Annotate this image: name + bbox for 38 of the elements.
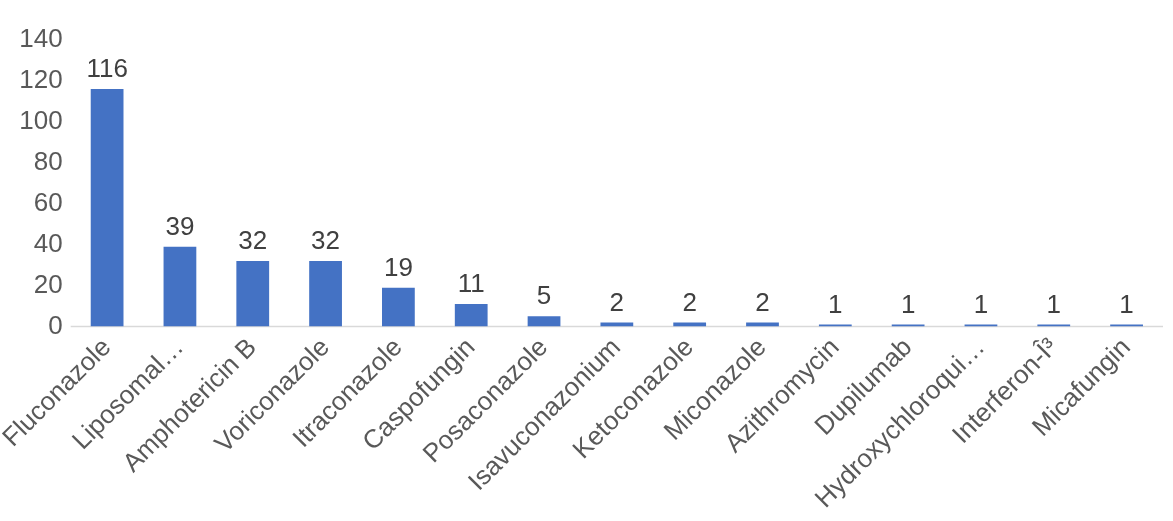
bar: [1110, 324, 1143, 327]
bar: [90, 89, 124, 327]
y-tick-label: 0: [48, 309, 63, 340]
y-tick-label: 120: [19, 64, 63, 95]
y-tick-label: 140: [19, 23, 63, 54]
bar: [527, 316, 561, 327]
y-tick-label: 100: [19, 105, 63, 136]
bar: [600, 322, 634, 327]
bar: [382, 287, 415, 327]
data-label: 2: [609, 286, 625, 317]
data-label: 116: [86, 53, 128, 84]
data-label: 32: [238, 225, 268, 256]
y-tick-label: 80: [33, 145, 63, 176]
data-label: 2: [682, 286, 697, 317]
bar: [673, 322, 707, 327]
bar: [818, 324, 852, 327]
bar: [454, 304, 488, 327]
data-label: 1: [973, 288, 989, 319]
y-tick-label: 60: [33, 186, 63, 217]
bar: [309, 261, 342, 327]
data-label: 2: [755, 286, 770, 317]
data-label: 39: [165, 210, 195, 241]
data-label: 11: [457, 268, 485, 299]
bar: [163, 246, 197, 327]
bar: [891, 324, 925, 327]
bar: [1037, 324, 1071, 327]
data-label: 19: [383, 251, 413, 282]
bar: [236, 261, 270, 327]
data-label: 1: [1046, 288, 1061, 319]
data-label: 1: [900, 288, 916, 319]
data-label: 5: [536, 280, 552, 311]
y-tick-label: 20: [33, 268, 63, 299]
bar: [964, 324, 998, 327]
data-label: 1: [828, 288, 843, 319]
bar: [746, 322, 779, 327]
y-tick-label: 40: [33, 227, 63, 258]
data-label: 32: [311, 225, 341, 256]
data-label: 1: [1119, 288, 1134, 319]
